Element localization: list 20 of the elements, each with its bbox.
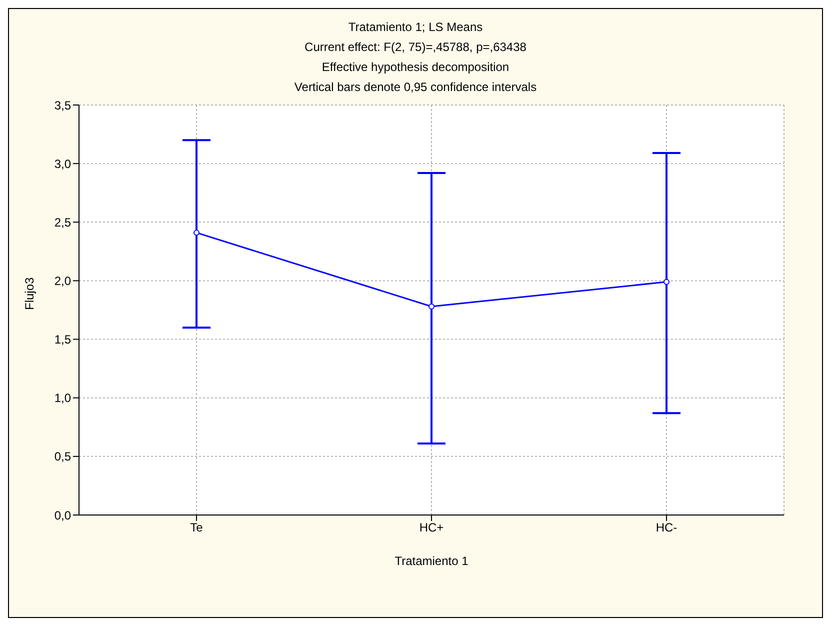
x-tick-label: HC+ [419, 520, 444, 535]
x-tick-label: Te [190, 520, 204, 535]
y-tick-label: 2,0 [54, 274, 72, 288]
y-tick-label: 3,0 [54, 156, 72, 171]
y-axis-title: Flujo3 [22, 276, 36, 310]
y-tick-label: 2,5 [54, 215, 72, 230]
text: Effective hypothesis decomposition [320, 59, 510, 76]
point [194, 230, 200, 236]
chart-title: Tratamiento 1; LS Means [347, 19, 484, 36]
point [664, 278, 670, 285]
x-axis-title: Tratamiento 1 [394, 554, 469, 568]
y-tick-label: 1,0 [54, 391, 72, 406]
y-tick-label: 3,5 [54, 98, 72, 112]
point [428, 303, 434, 310]
y-tick-label: 0,0 [54, 508, 72, 522]
text: Vertical bars denote 0,95 confidence intervals [293, 79, 538, 96]
y-tick-label: 1,5 [54, 332, 72, 347]
x-tick-label: HC- [656, 520, 678, 535]
chart-subtitle: Current effect: F(2, 75)=,45788, p=,63438 [304, 39, 528, 56]
y-tick-label: 0,5 [54, 450, 72, 464]
